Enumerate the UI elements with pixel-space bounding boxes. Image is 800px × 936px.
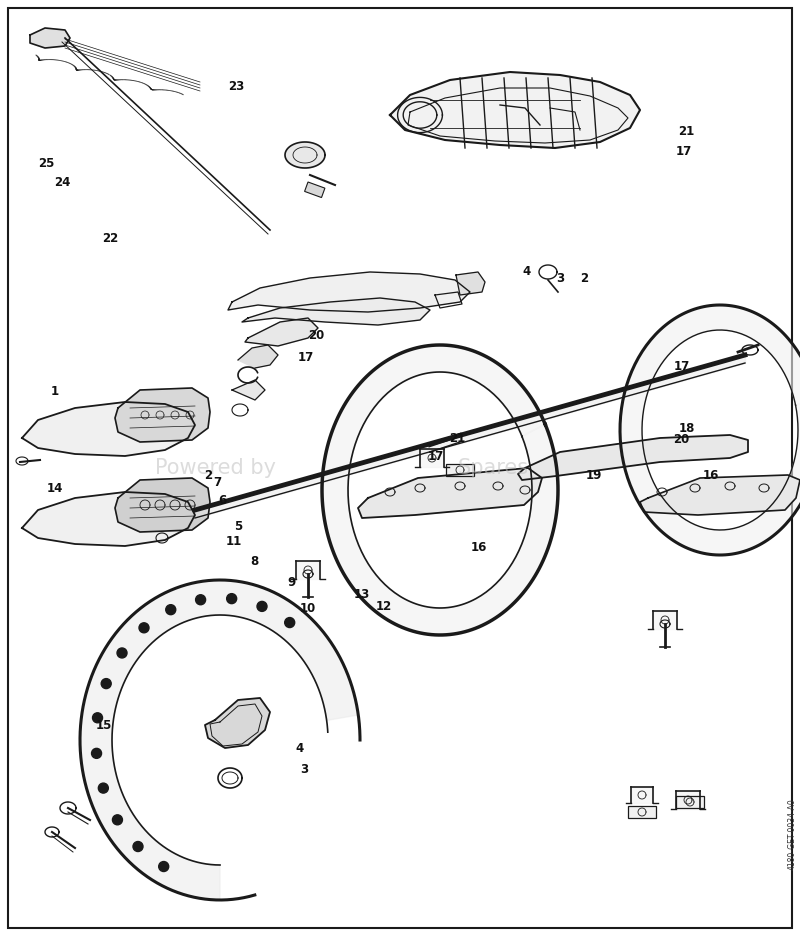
Text: 3: 3 (300, 763, 308, 776)
Circle shape (196, 594, 206, 605)
Circle shape (285, 618, 294, 627)
Polygon shape (322, 345, 558, 635)
Polygon shape (80, 580, 358, 900)
Text: 2: 2 (204, 469, 212, 482)
Circle shape (139, 622, 149, 633)
Text: 17: 17 (676, 145, 692, 158)
Text: 24: 24 (54, 176, 70, 189)
Text: 19: 19 (586, 469, 602, 482)
Text: 14: 14 (46, 482, 62, 495)
Polygon shape (238, 345, 278, 368)
Bar (676, 796, 704, 808)
Bar (628, 806, 656, 818)
Text: 1: 1 (50, 385, 58, 398)
Polygon shape (620, 305, 800, 555)
Circle shape (113, 815, 122, 825)
Text: 9: 9 (288, 576, 296, 589)
Text: 10: 10 (300, 602, 316, 615)
Text: 13: 13 (354, 588, 370, 601)
Text: 3: 3 (556, 272, 564, 285)
Polygon shape (22, 492, 195, 546)
Polygon shape (390, 72, 640, 148)
Bar (446, 464, 474, 476)
Polygon shape (22, 402, 195, 456)
Text: 20: 20 (674, 433, 690, 446)
Polygon shape (640, 475, 800, 515)
Polygon shape (420, 449, 444, 467)
Text: 7: 7 (214, 476, 222, 490)
Polygon shape (676, 791, 700, 809)
Circle shape (257, 602, 267, 611)
Text: 22: 22 (102, 232, 118, 245)
Circle shape (93, 713, 102, 723)
Polygon shape (228, 272, 470, 312)
Polygon shape (518, 435, 748, 480)
Polygon shape (115, 388, 210, 442)
Text: 15: 15 (96, 719, 112, 732)
Text: 21: 21 (450, 431, 466, 445)
Polygon shape (115, 478, 210, 532)
Text: 2: 2 (580, 272, 588, 285)
Circle shape (117, 648, 127, 658)
Polygon shape (232, 380, 265, 400)
Text: 17: 17 (428, 450, 444, 463)
Text: 23: 23 (228, 80, 244, 93)
Circle shape (158, 861, 169, 871)
Text: 4: 4 (296, 742, 304, 755)
Circle shape (101, 679, 111, 689)
Circle shape (98, 783, 108, 793)
Polygon shape (296, 561, 320, 579)
Text: 16: 16 (702, 469, 718, 482)
Polygon shape (242, 298, 430, 325)
Text: Spares: Spares (458, 458, 529, 478)
Text: Powered by: Powered by (155, 458, 276, 478)
Text: 8: 8 (250, 555, 258, 568)
Text: 25: 25 (38, 157, 54, 170)
Circle shape (133, 841, 143, 852)
Text: 16: 16 (470, 541, 486, 554)
Polygon shape (285, 142, 325, 168)
Polygon shape (631, 787, 653, 803)
Polygon shape (456, 272, 485, 295)
Bar (305, 182, 325, 197)
Polygon shape (245, 318, 318, 346)
Text: 20: 20 (308, 329, 324, 342)
Text: 5: 5 (234, 519, 242, 533)
Text: 12: 12 (376, 600, 392, 613)
Text: 17: 17 (298, 351, 314, 364)
Polygon shape (358, 468, 542, 518)
Text: 21: 21 (678, 124, 694, 138)
Text: 11: 11 (226, 534, 242, 548)
Text: 6: 6 (218, 494, 226, 507)
Circle shape (226, 593, 237, 604)
Text: 17: 17 (674, 360, 690, 373)
Polygon shape (205, 698, 270, 748)
Circle shape (91, 749, 102, 758)
Text: 18: 18 (678, 422, 694, 435)
Circle shape (166, 605, 176, 615)
Text: 4180-GET-0034-A0: 4180-GET-0034-A0 (787, 798, 797, 870)
Text: 4: 4 (522, 265, 530, 278)
Polygon shape (653, 611, 677, 629)
Polygon shape (30, 28, 70, 48)
